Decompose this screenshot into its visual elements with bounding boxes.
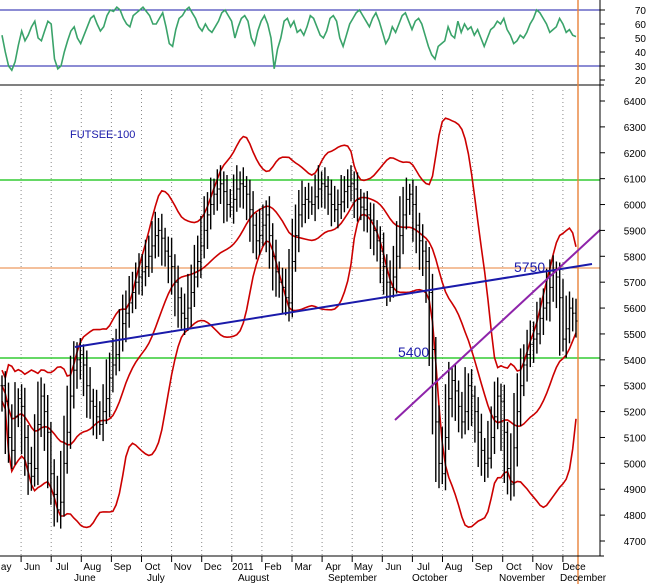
x-month-label: 2011: [232, 562, 254, 573]
price-tick-label: 4700: [624, 537, 647, 548]
x-month-label: Jun: [385, 562, 401, 573]
x-lower-label: July: [147, 573, 165, 584]
rsi-line: [1, 5, 577, 72]
x-month-label: Oct: [145, 562, 161, 573]
x-lower-label: September: [328, 573, 378, 584]
x-month-label: Oct: [506, 562, 522, 573]
x-month-label: Aug: [83, 562, 101, 573]
x-month-label: Feb: [264, 562, 282, 573]
x-lower-label: June: [74, 573, 96, 584]
price-tick-label: 5100: [624, 433, 647, 444]
x-month-label: Nov: [174, 562, 192, 573]
price-tick-label: 6000: [624, 201, 647, 212]
x-lower-label: November: [499, 573, 546, 584]
bollinger-upper-band: [1, 117, 577, 381]
rsi-panel: 70 60 50 40 30 20: [0, 5, 646, 87]
x-month-label: May: [0, 562, 11, 573]
x-lower-label: December: [560, 573, 607, 584]
price-tick-label: 5500: [624, 330, 647, 341]
price-tick-label: 4800: [624, 511, 647, 522]
x-month-label: Apr: [325, 562, 341, 573]
chart-title: FUTSEE-100: [70, 129, 135, 141]
rsi-tick-label: 40: [635, 48, 647, 59]
x-lower-label: August: [238, 573, 269, 584]
price-tick-label: 6200: [624, 149, 647, 160]
x-month-label: Jun: [24, 562, 40, 573]
x-lower-label: October: [412, 573, 448, 584]
x-month-label: Dece: [562, 562, 586, 573]
price-tick-label: 4900: [624, 485, 647, 496]
price-tick-label: 5000: [624, 459, 647, 470]
x-month-label: Nov: [535, 562, 553, 573]
price-tick-label: 6400: [624, 97, 647, 108]
rsi-tick-labels: 70 60 50 40 30 20: [600, 6, 646, 87]
x-month-label: Dec: [204, 562, 222, 573]
x-month-label: Sep: [475, 562, 493, 573]
label-5750: 5750: [514, 259, 545, 275]
rsi-tick-label: 50: [635, 34, 647, 45]
x-month-label: Aug: [445, 562, 463, 573]
label-5400: 5400: [398, 344, 429, 360]
blue-trendline: [74, 263, 593, 348]
price-tick-label: 5900: [624, 226, 647, 237]
rsi-tick-label: 60: [635, 20, 647, 31]
price-tick-labels: 6400 6300 6200 6100 6000 5900 5800 5700 5600 5500…: [600, 97, 646, 548]
price-tick-label: 6300: [624, 123, 647, 134]
x-month-label: Jul: [417, 562, 430, 573]
x-month-label: Sep: [114, 562, 132, 573]
price-tick-label: 5600: [624, 304, 647, 315]
x-month-label: Mar: [294, 562, 312, 573]
price-bars: [0, 165, 578, 529]
price-tick-label: 5800: [624, 252, 647, 263]
price-tick-label: 5300: [624, 382, 647, 393]
rsi-tick-label: 70: [635, 6, 647, 17]
price-tick-label: 5700: [624, 278, 647, 289]
purple-channel-line: [394, 229, 601, 421]
rsi-tick-label: 30: [635, 62, 647, 73]
x-month-label: Jul: [56, 562, 69, 573]
price-tick-label: 5200: [624, 408, 647, 419]
vertical-gridlines: [20, 90, 564, 556]
bollinger-middle-band: [1, 196, 577, 446]
x-month-label: May: [354, 562, 373, 573]
x-axis-labels: May Jun Jul Aug Sep Oct Nov Dec 2011 Feb Mar Apr May…: [0, 556, 607, 584]
price-tick-label: 5400: [624, 356, 647, 367]
price-tick-label: 6100: [624, 175, 647, 186]
rsi-tick-label: 20: [635, 76, 647, 87]
